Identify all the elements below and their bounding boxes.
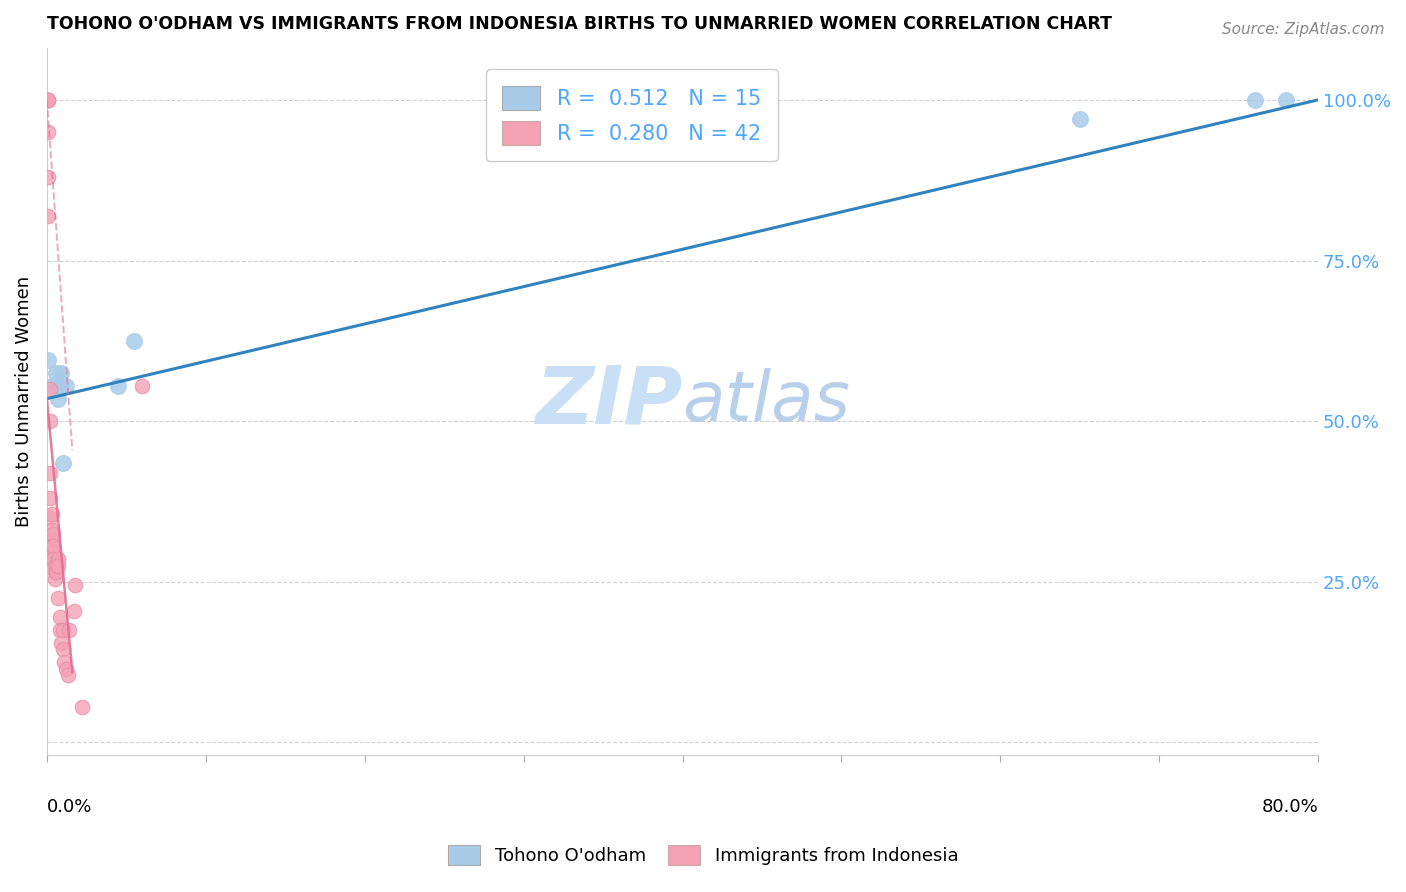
Point: [42, 526, 65, 541]
Point: [37, 125, 59, 139]
Point: [46, 376, 69, 390]
Point: [41, 533, 63, 547]
Point: [39, 414, 62, 428]
Point: [39, 382, 62, 396]
Point: [1069, 112, 1091, 127]
Text: atlas: atlas: [682, 368, 851, 435]
Point: [42, 552, 65, 566]
Text: 0.0%: 0.0%: [46, 797, 93, 816]
Point: [1275, 93, 1298, 107]
Point: [41, 552, 63, 566]
Point: [45, 366, 67, 380]
Point: [35, 93, 58, 107]
Point: [51, 366, 73, 380]
Point: [37, 93, 59, 107]
Point: [107, 379, 129, 393]
Point: [56, 668, 79, 682]
Point: [65, 578, 87, 592]
Point: [51, 636, 73, 650]
Point: [37, 209, 59, 223]
Point: [41, 540, 63, 554]
Legend: Tohono O'odham, Immigrants from Indonesia: Tohono O'odham, Immigrants from Indonesi…: [440, 838, 966, 872]
Point: [42, 540, 65, 554]
Point: [48, 610, 70, 624]
Point: [1243, 93, 1265, 107]
Point: [41, 508, 63, 522]
Point: [45, 565, 67, 579]
Text: Source: ZipAtlas.com: Source: ZipAtlas.com: [1222, 22, 1385, 37]
Point: [124, 334, 146, 348]
Point: [63, 604, 86, 618]
Point: [55, 379, 77, 393]
Point: [52, 642, 75, 657]
Point: [45, 558, 67, 573]
Point: [70, 700, 93, 714]
Point: [48, 376, 70, 390]
Point: [41, 379, 63, 393]
Point: [44, 558, 66, 573]
Legend: R =  0.512   N = 15, R =  0.280   N = 42: R = 0.512 N = 15, R = 0.280 N = 42: [486, 70, 778, 161]
Point: [58, 623, 80, 637]
Point: [44, 565, 66, 579]
Point: [35, 93, 58, 107]
Point: [37, 353, 59, 368]
Point: [46, 591, 69, 605]
Point: [37, 169, 59, 184]
Point: [55, 662, 77, 676]
Point: [52, 623, 75, 637]
Text: 80.0%: 80.0%: [1261, 797, 1319, 816]
Text: ZIP: ZIP: [536, 363, 682, 441]
Point: [46, 552, 69, 566]
Y-axis label: Births to Unmarried Women: Births to Unmarried Women: [15, 277, 32, 527]
Point: [51, 379, 73, 393]
Point: [41, 546, 63, 560]
Point: [46, 558, 69, 573]
Point: [37, 93, 59, 107]
Point: [39, 491, 62, 506]
Text: TOHONO O'ODHAM VS IMMIGRANTS FROM INDONESIA BIRTHS TO UNMARRIED WOMEN CORRELATIO: TOHONO O'ODHAM VS IMMIGRANTS FROM INDONE…: [46, 15, 1112, 33]
Point: [131, 379, 153, 393]
Point: [46, 392, 69, 406]
Point: [39, 466, 62, 480]
Point: [48, 623, 70, 637]
Point: [53, 655, 76, 669]
Point: [52, 456, 75, 470]
Point: [41, 524, 63, 538]
Point: [39, 510, 62, 524]
Point: [44, 572, 66, 586]
